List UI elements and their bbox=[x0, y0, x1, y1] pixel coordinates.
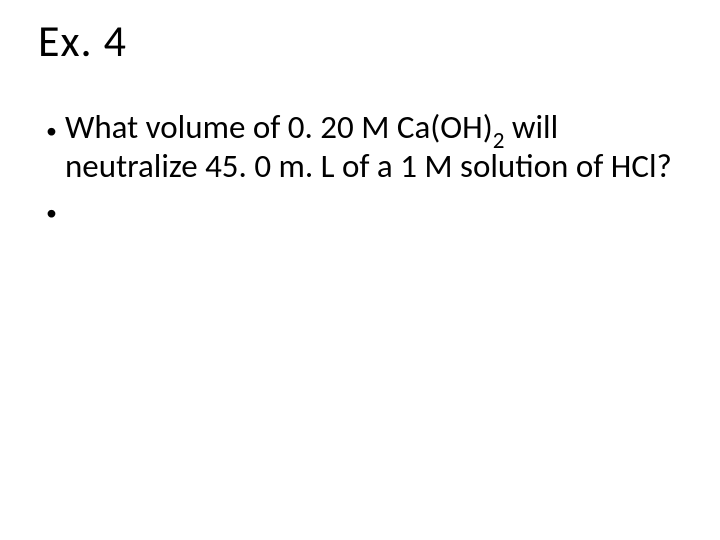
bullet-item: • bbox=[46, 190, 674, 229]
bullet-marker-icon: • bbox=[46, 190, 57, 229]
bullet-text-sub: 2 bbox=[493, 127, 505, 155]
slide-body: • What volume of 0. 20 M Ca(OH)2 will ne… bbox=[46, 108, 674, 233]
slide: Ex. 4 • What volume of 0. 20 M Ca(OH)2 w… bbox=[0, 0, 720, 540]
bullet-item: • What volume of 0. 20 M Ca(OH)2 will ne… bbox=[46, 108, 674, 186]
slide-title: Ex. 4 bbox=[38, 14, 127, 68]
bullet-text: What volume of 0. 20 M Ca(OH)2 will neut… bbox=[65, 108, 674, 186]
bullet-marker-icon: • bbox=[46, 108, 57, 147]
bullet-text-pre: What volume of 0. 20 M Ca(OH) bbox=[65, 107, 493, 147]
